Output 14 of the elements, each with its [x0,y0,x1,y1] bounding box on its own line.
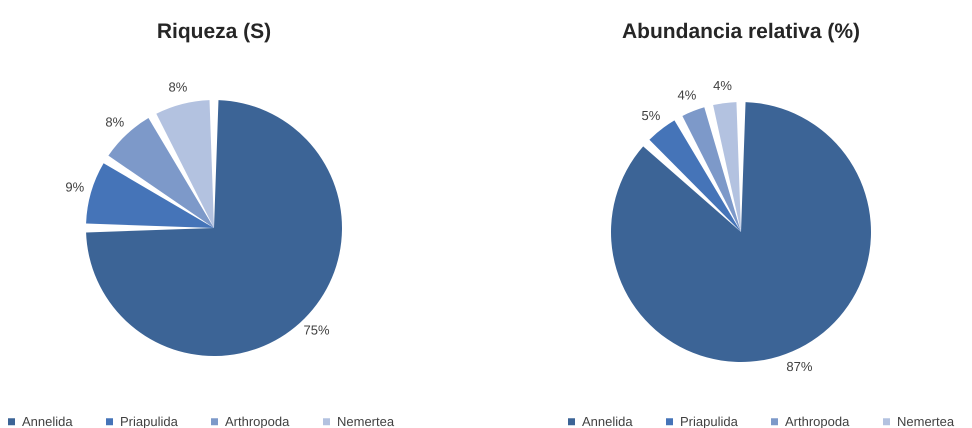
data-label: 4% [677,87,697,102]
data-label: 8% [168,80,188,95]
chart-title: Riqueza (S) [156,20,272,43]
data-label: 75% [304,322,330,338]
data-label: 8% [105,114,125,130]
data-label: 5% [642,108,661,123]
legend-label: Nemertea [897,414,955,428]
legend-label: Nemertea [337,414,395,428]
data-label: 4% [713,78,732,94]
data-label: 9% [65,180,85,195]
legend-label: Annelida [22,414,74,428]
legend-label: Annelida [582,414,634,428]
chart-title: Abundancia relativa (%) [622,20,860,43]
data-label: 87% [786,358,813,374]
